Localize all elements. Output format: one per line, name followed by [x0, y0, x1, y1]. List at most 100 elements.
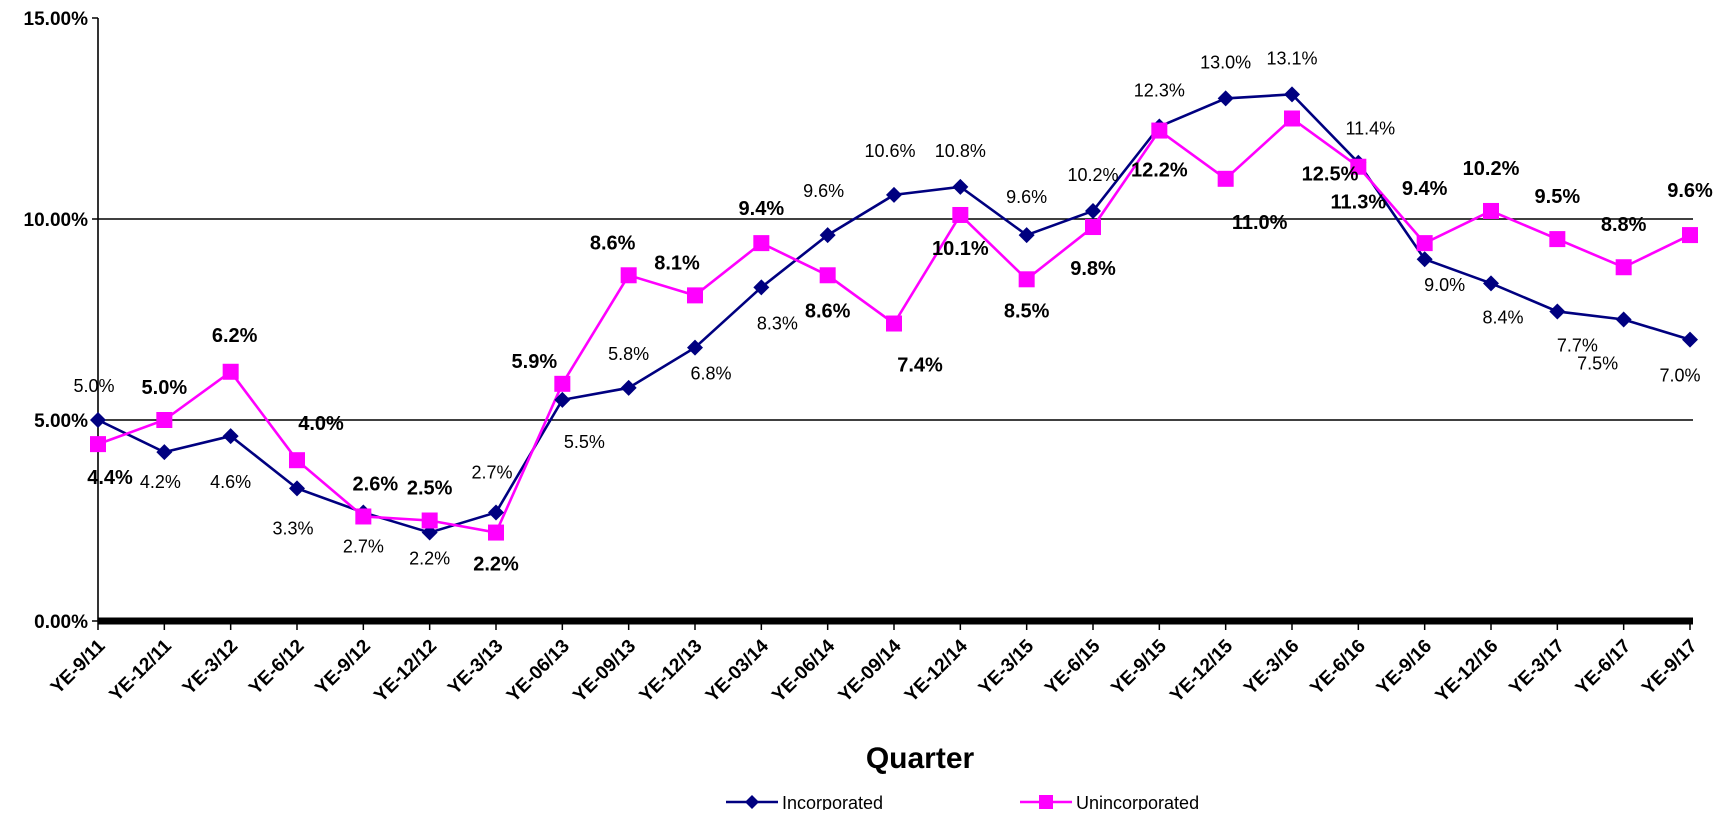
data-label-incorporated: 10.2% — [1067, 165, 1118, 185]
point-incorporated — [1217, 90, 1234, 107]
data-labels: 5.0% 4.2% 4.6% 3.3% 2.7% 2.2% 2.7% 5.5% 5.8% 6.8%… — [73, 48, 1713, 575]
x-tick-label: YE-6/16 — [1306, 636, 1369, 699]
x-tick-label: YE-6/15 — [1041, 635, 1105, 699]
point-unincorporated — [1416, 235, 1433, 252]
data-label-unincorporated: 6.2% — [212, 325, 258, 347]
data-label-incorporated: 4.6% — [210, 472, 251, 492]
x-tick-label: YE-3/12 — [179, 636, 242, 699]
x-tick-label: YE-12/11 — [106, 635, 176, 705]
data-label-unincorporated: 5.0% — [142, 377, 188, 399]
data-label-incorporated: 9.0% — [1424, 275, 1465, 295]
data-label-incorporated: 8.3% — [757, 313, 798, 333]
data-label-unincorporated: 12.2% — [1131, 160, 1188, 182]
point-unincorporated — [1085, 219, 1101, 236]
x-tick-label: YE-9/17 — [1638, 636, 1701, 699]
y-tick-label: 15.00% — [24, 9, 89, 30]
data-label-incorporated: 7.5% — [1577, 354, 1618, 374]
point-incorporated — [1284, 86, 1300, 103]
legend-marker — [1039, 795, 1053, 809]
data-label-incorporated: 13.1% — [1266, 48, 1317, 68]
point-incorporated — [886, 186, 902, 203]
x-tick-label: YE-3/17 — [1505, 636, 1568, 699]
point-incorporated — [1615, 311, 1632, 328]
data-label-unincorporated: 8.6% — [805, 300, 851, 322]
data-label-unincorporated: 7.4% — [897, 355, 943, 377]
point-unincorporated — [90, 436, 106, 453]
data-label-unincorporated: 9.8% — [1070, 258, 1116, 280]
data-label-incorporated: 8.4% — [1482, 307, 1523, 327]
data-label-incorporated: 2.7% — [343, 536, 384, 556]
point-unincorporated — [355, 508, 372, 525]
data-label-unincorporated: 2.5% — [407, 478, 453, 500]
x-axis-title: Quarter — [866, 742, 975, 775]
point-unincorporated — [156, 412, 173, 428]
x-tick-label: YE-6/12 — [245, 636, 308, 699]
point-incorporated — [156, 444, 173, 461]
point-incorporated — [952, 178, 969, 195]
data-label-incorporated: 7.0% — [1659, 366, 1700, 386]
x-tick-label: YE-9/11 — [47, 635, 110, 698]
data-label-unincorporated: 10.2% — [1463, 158, 1520, 180]
legend-label: Unincorporated — [1076, 793, 1199, 810]
y-axis-ticks: 0.00% 5.00% 10.00% 15.00% — [24, 9, 98, 633]
point-incorporated — [1018, 227, 1035, 244]
x-tick-label: YE-9/12 — [311, 636, 374, 699]
point-unincorporated — [620, 267, 637, 284]
data-label-incorporated: 6.8% — [690, 364, 731, 384]
point-incorporated — [1416, 251, 1433, 268]
data-label-unincorporated: 12.5% — [1302, 164, 1359, 186]
point-incorporated — [289, 480, 305, 497]
point-incorporated — [421, 524, 438, 541]
x-tick-label: YE-12/15 — [1166, 635, 1237, 706]
legend-marker — [745, 795, 759, 809]
data-label-incorporated: 5.5% — [564, 432, 605, 452]
data-label-unincorporated: 4.4% — [87, 467, 133, 489]
x-tick-label: YE-3/16 — [1240, 636, 1303, 699]
data-label-unincorporated: 8.5% — [1004, 300, 1050, 322]
x-tick-label: YE-3/13 — [444, 636, 507, 699]
data-label-incorporated: 10.6% — [864, 141, 915, 161]
point-unincorporated — [421, 512, 438, 529]
data-label-incorporated: 2.2% — [409, 549, 450, 569]
point-unincorporated — [1018, 271, 1035, 288]
x-tick-label: YE-6/17 — [1572, 636, 1635, 699]
data-label-incorporated: 3.3% — [272, 518, 313, 538]
point-incorporated — [819, 227, 836, 244]
data-label-incorporated: 12.3% — [1134, 81, 1185, 101]
point-unincorporated — [289, 452, 305, 469]
point-unincorporated — [753, 235, 770, 252]
gridlines — [98, 218, 1693, 421]
x-tick-label: YE-06/14 — [768, 635, 839, 706]
point-incorporated — [90, 412, 106, 428]
data-label-unincorporated: 8.8% — [1601, 214, 1647, 236]
data-label-unincorporated: 2.2% — [473, 554, 519, 576]
data-label-unincorporated: 8.1% — [654, 252, 700, 274]
data-label-incorporated: 2.7% — [471, 462, 512, 482]
point-unincorporated — [819, 267, 836, 284]
data-label-unincorporated: 9.5% — [1535, 186, 1581, 208]
point-incorporated — [620, 379, 637, 396]
point-incorporated — [753, 279, 770, 296]
data-label-unincorporated: 2.6% — [353, 473, 399, 495]
x-tick-label: YE-09/13 — [569, 636, 640, 707]
point-unincorporated — [952, 206, 969, 223]
point-unincorporated — [1151, 122, 1168, 139]
point-incorporated — [554, 391, 571, 408]
point-unincorporated — [554, 375, 571, 392]
data-label-unincorporated: 5.9% — [512, 351, 558, 373]
data-label-incorporated: 9.6% — [803, 181, 844, 201]
x-tick-label: YE-12/16 — [1432, 636, 1503, 707]
y-tick-label: 10.00% — [24, 210, 89, 231]
point-incorporated — [1682, 331, 1698, 348]
data-label-incorporated: 4.2% — [140, 472, 181, 492]
point-unincorporated — [488, 524, 504, 541]
data-label-unincorporated: 8.6% — [590, 232, 636, 254]
point-unincorporated — [1549, 231, 1566, 248]
data-label-unincorporated: 11.0% — [1232, 212, 1288, 234]
data-label-unincorporated: 9.4% — [739, 198, 785, 220]
point-unincorporated — [1350, 158, 1367, 175]
point-unincorporated — [886, 315, 902, 332]
